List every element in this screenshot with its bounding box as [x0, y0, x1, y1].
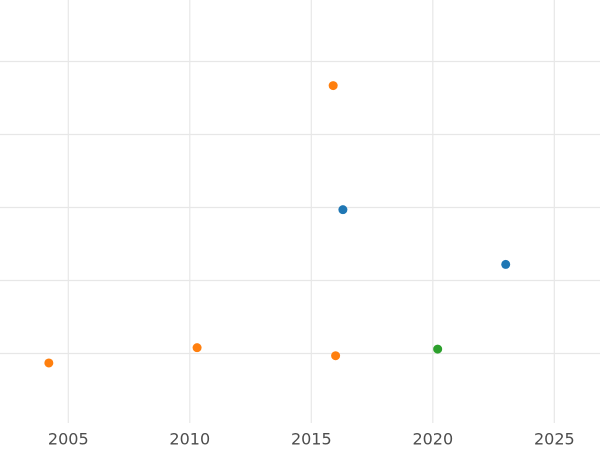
data-point-blue	[338, 205, 348, 215]
data-point-orange	[331, 351, 341, 361]
data-point-blue	[501, 259, 511, 269]
x-tick-label: 2010	[169, 430, 210, 449]
x-tick-label: 2025	[534, 430, 575, 449]
data-point-orange	[192, 343, 202, 353]
x-tick-label: 2015	[291, 430, 332, 449]
data-point-green	[433, 344, 443, 354]
x-axis-tick-labels: 2005 2010 2015 2020 2025	[48, 430, 575, 449]
data-point-orange	[44, 358, 54, 368]
data-point-orange	[328, 81, 338, 91]
gridlines	[0, 0, 600, 423]
x-tick-label: 2020	[412, 430, 453, 449]
x-tick-label: 2005	[48, 430, 89, 449]
data-points	[44, 81, 511, 368]
